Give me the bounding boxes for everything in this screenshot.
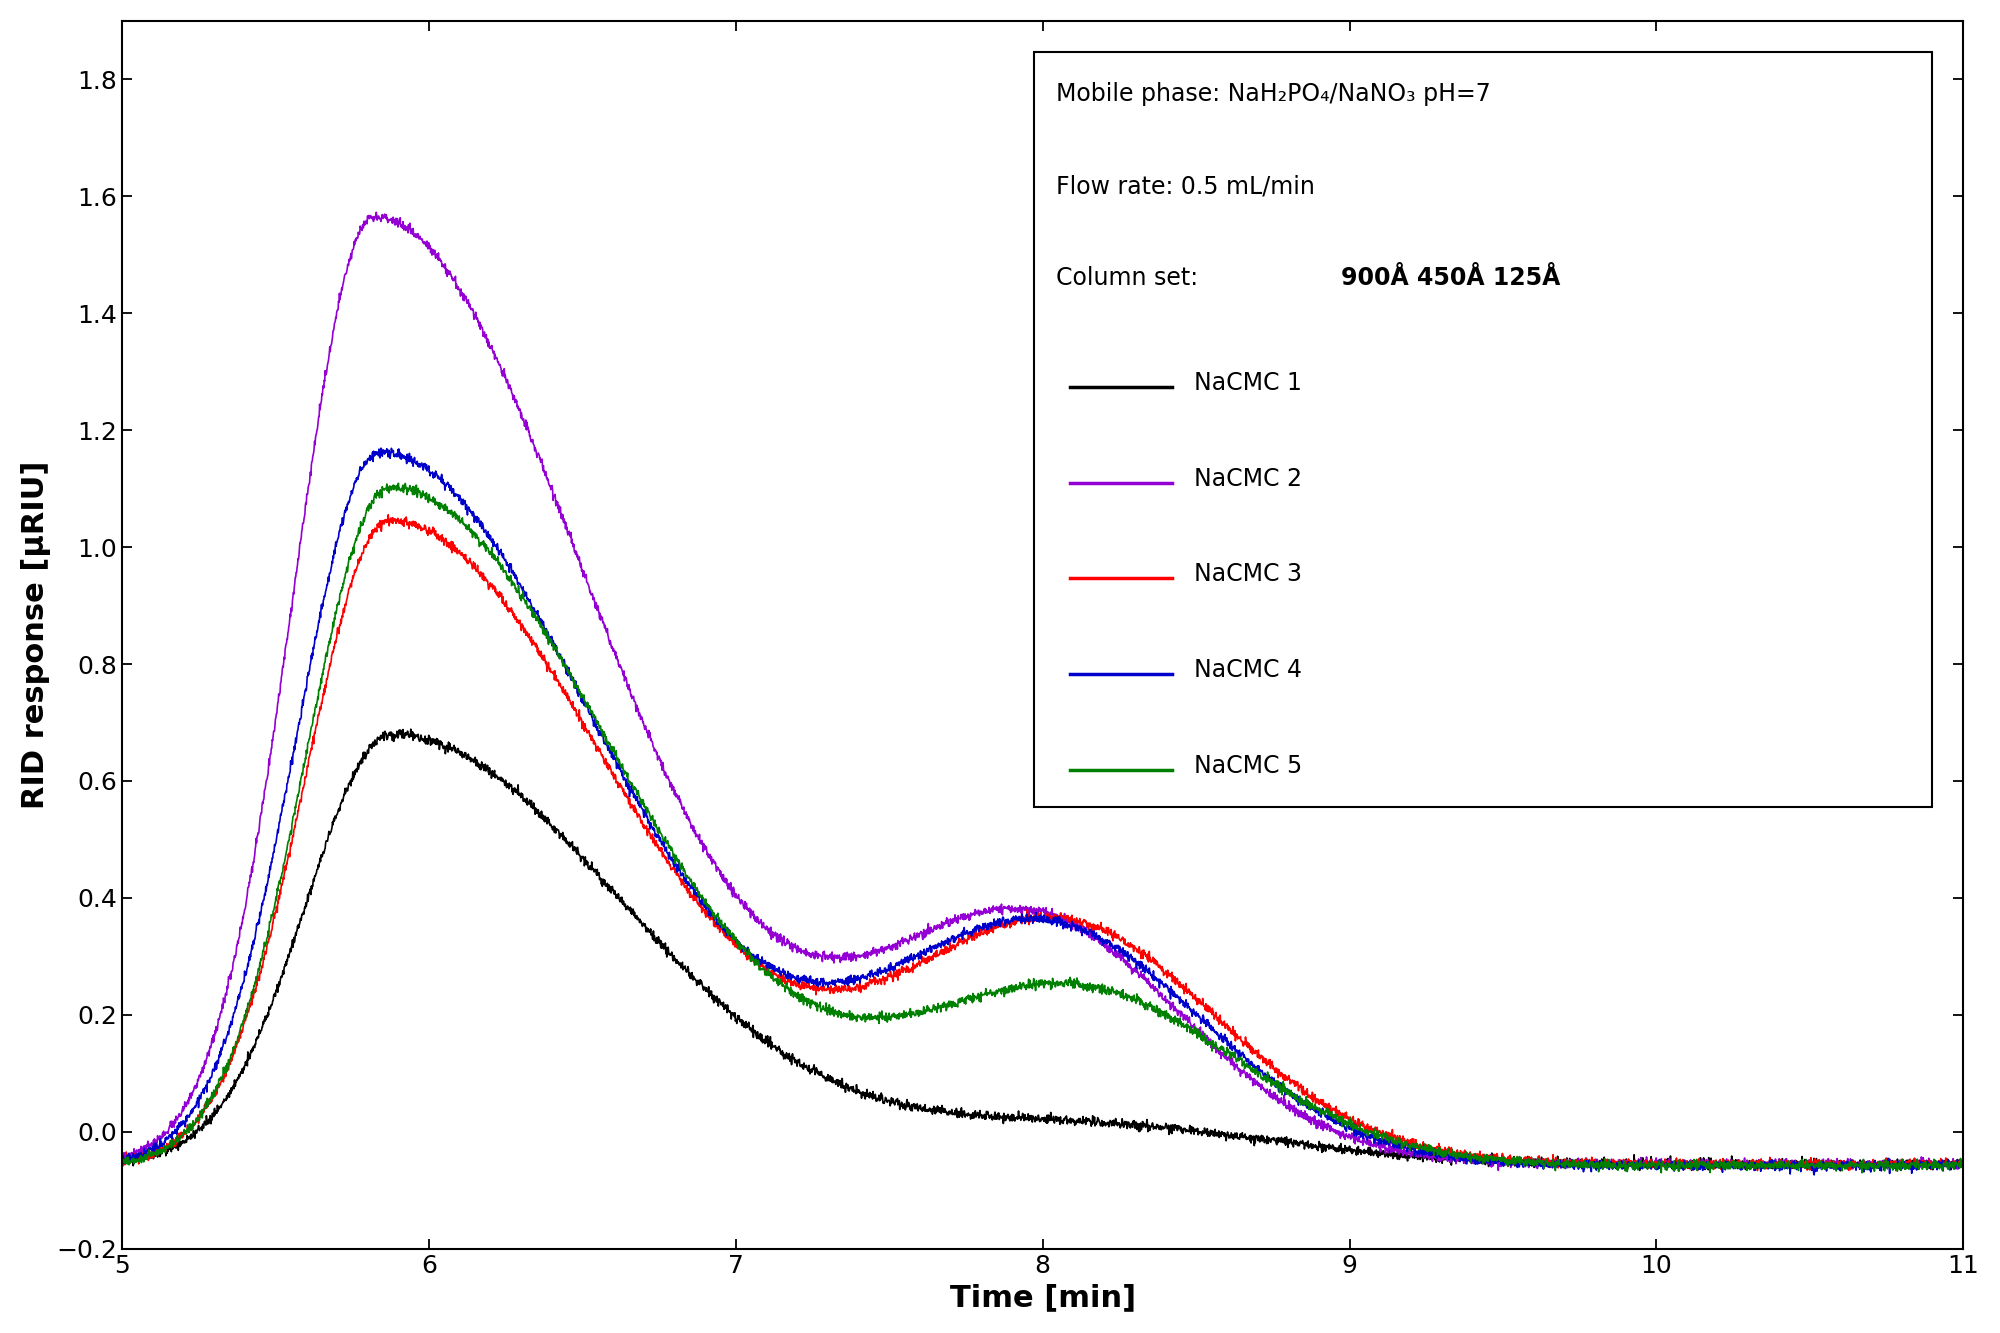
Text: NaCMC 2: NaCMC 2 xyxy=(1194,467,1302,491)
X-axis label: Time [min]: Time [min] xyxy=(950,1284,1136,1312)
Text: Mobile phase: NaH₂PO₄/NaNO₃ pH=7: Mobile phase: NaH₂PO₄/NaNO₃ pH=7 xyxy=(1056,83,1490,107)
Y-axis label: RID response [μRIU]: RID response [μRIU] xyxy=(20,461,50,809)
Text: NaCMC 4: NaCMC 4 xyxy=(1194,659,1302,682)
Text: NaCMC 5: NaCMC 5 xyxy=(1194,754,1302,778)
Text: NaCMC 1: NaCMC 1 xyxy=(1194,371,1302,395)
Text: Column set:: Column set: xyxy=(1056,267,1206,291)
Text: Flow rate: 0.5 mL/min: Flow rate: 0.5 mL/min xyxy=(1056,175,1314,199)
Text: NaCMC 3: NaCMC 3 xyxy=(1194,563,1302,587)
FancyBboxPatch shape xyxy=(1034,52,1932,806)
Text: 900Å 450Å 125Å: 900Å 450Å 125Å xyxy=(1340,267,1560,291)
